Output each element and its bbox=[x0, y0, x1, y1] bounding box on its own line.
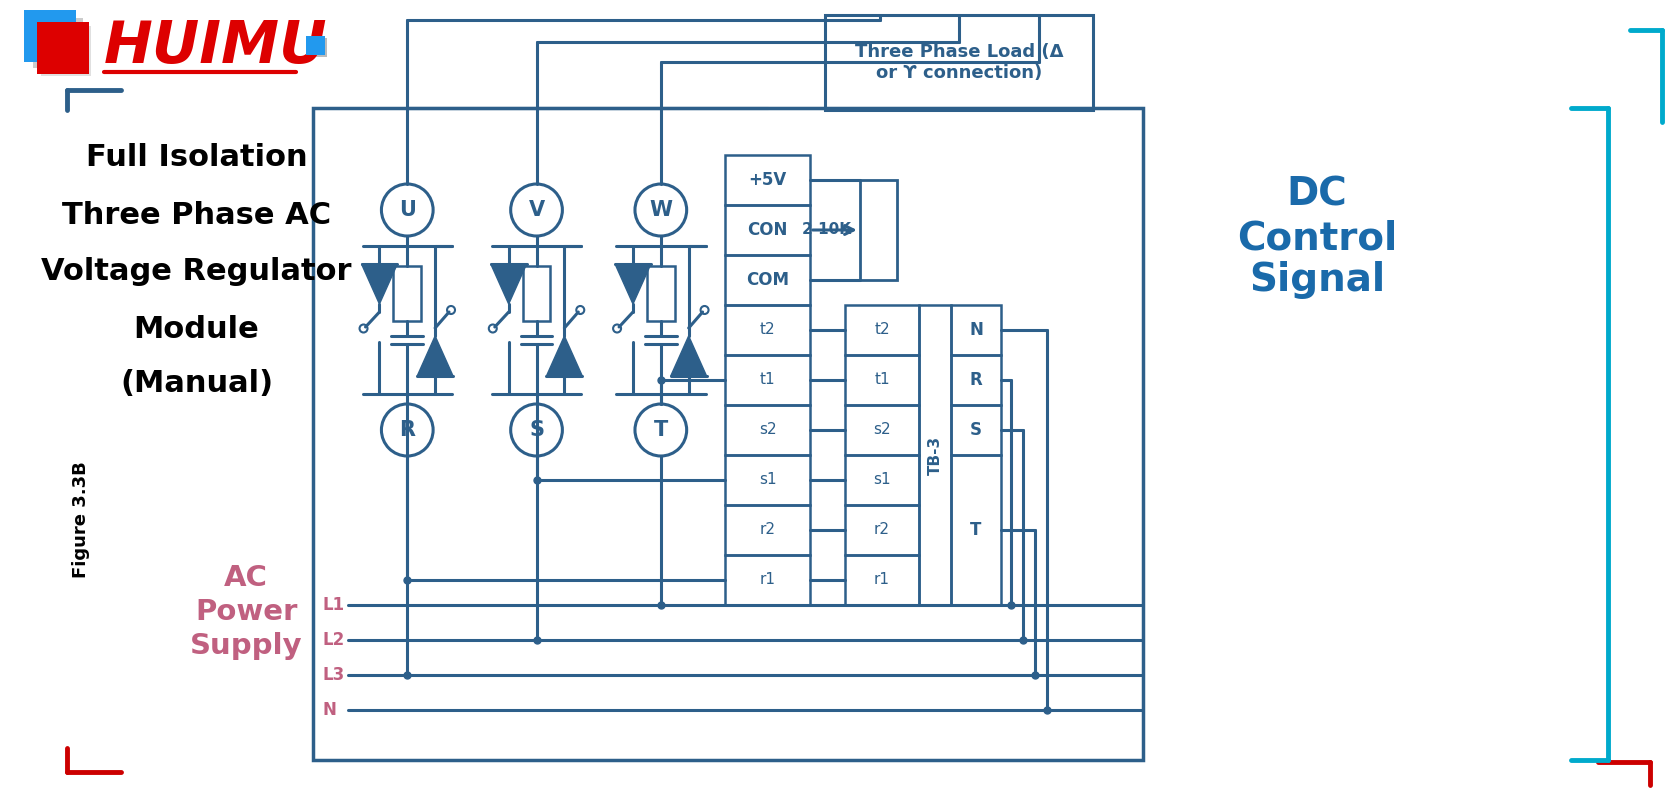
Text: r1: r1 bbox=[760, 573, 775, 587]
Text: AC: AC bbox=[225, 564, 268, 592]
Text: r2: r2 bbox=[760, 523, 775, 538]
Text: COM: COM bbox=[747, 271, 789, 289]
Text: Full Isolation: Full Isolation bbox=[86, 144, 307, 173]
Text: R: R bbox=[970, 371, 982, 389]
Polygon shape bbox=[547, 336, 582, 376]
Polygon shape bbox=[671, 336, 706, 376]
Text: t1: t1 bbox=[760, 372, 775, 388]
Text: r1: r1 bbox=[874, 573, 889, 587]
Text: s1: s1 bbox=[758, 472, 777, 487]
Text: t2: t2 bbox=[874, 323, 889, 337]
Bar bbox=[725, 505, 810, 555]
Text: Three Phase Load (Δ
or ϒ connection): Three Phase Load (Δ or ϒ connection) bbox=[854, 43, 1064, 82]
Bar bbox=[951, 455, 1000, 605]
Text: S: S bbox=[970, 421, 982, 439]
Bar bbox=[725, 155, 810, 205]
Text: L2: L2 bbox=[322, 631, 346, 649]
Text: L1: L1 bbox=[322, 596, 346, 614]
Polygon shape bbox=[361, 264, 398, 304]
Text: s2: s2 bbox=[758, 423, 777, 438]
Bar bbox=[25, 10, 76, 62]
Text: r2: r2 bbox=[874, 523, 889, 538]
Text: t1: t1 bbox=[874, 372, 889, 388]
Bar bbox=[844, 405, 920, 455]
Text: TB-3: TB-3 bbox=[928, 435, 943, 475]
Bar bbox=[725, 255, 810, 305]
Bar bbox=[844, 355, 920, 405]
Text: L3: L3 bbox=[322, 666, 346, 684]
Bar bbox=[951, 355, 1000, 405]
Text: V: V bbox=[529, 200, 545, 220]
Bar bbox=[725, 355, 810, 405]
Bar bbox=[307, 38, 327, 57]
Text: U: U bbox=[399, 200, 416, 220]
Text: Signal: Signal bbox=[1248, 261, 1384, 299]
Polygon shape bbox=[418, 336, 453, 376]
Bar bbox=[920, 305, 951, 605]
Text: W: W bbox=[649, 200, 673, 220]
Text: N: N bbox=[970, 321, 983, 339]
Text: Supply: Supply bbox=[190, 632, 302, 660]
Bar bbox=[844, 505, 920, 555]
Text: CON: CON bbox=[747, 221, 789, 239]
Bar bbox=[859, 180, 898, 280]
Bar bbox=[725, 305, 810, 355]
Bar bbox=[844, 455, 920, 505]
Text: s2: s2 bbox=[873, 423, 891, 438]
Text: +5V: +5V bbox=[748, 171, 787, 189]
Text: S: S bbox=[529, 420, 544, 440]
Bar bbox=[34, 18, 84, 68]
Text: T: T bbox=[970, 521, 982, 539]
Bar bbox=[42, 26, 91, 76]
Bar bbox=[725, 405, 810, 455]
Text: T: T bbox=[654, 420, 668, 440]
Text: (Manual): (Manual) bbox=[119, 368, 274, 397]
Bar bbox=[522, 266, 550, 321]
Polygon shape bbox=[616, 264, 651, 304]
Text: Voltage Regulator: Voltage Regulator bbox=[42, 257, 352, 287]
Bar bbox=[826, 15, 1094, 110]
Text: DC: DC bbox=[1287, 176, 1347, 214]
Text: HUIMU: HUIMU bbox=[104, 18, 327, 75]
Text: Three Phase AC: Three Phase AC bbox=[62, 201, 331, 229]
Bar bbox=[844, 305, 920, 355]
Bar bbox=[951, 305, 1000, 355]
Text: t2: t2 bbox=[760, 323, 775, 337]
Bar bbox=[951, 405, 1000, 455]
Bar bbox=[312, 108, 1143, 760]
Bar bbox=[725, 205, 810, 255]
Text: R: R bbox=[399, 420, 414, 440]
Bar bbox=[37, 22, 89, 74]
Bar bbox=[305, 36, 326, 55]
Bar bbox=[393, 266, 421, 321]
Bar bbox=[725, 455, 810, 505]
Bar bbox=[725, 555, 810, 605]
Text: N: N bbox=[322, 701, 337, 719]
Text: Module: Module bbox=[134, 316, 260, 344]
Text: Figure 3.3B: Figure 3.3B bbox=[72, 462, 91, 578]
Text: Control: Control bbox=[1237, 219, 1398, 257]
Bar bbox=[648, 266, 675, 321]
Text: Power: Power bbox=[195, 598, 297, 626]
Bar bbox=[844, 555, 920, 605]
Text: s1: s1 bbox=[873, 472, 891, 487]
Polygon shape bbox=[490, 264, 527, 304]
Text: 2-10K: 2-10K bbox=[802, 222, 852, 237]
